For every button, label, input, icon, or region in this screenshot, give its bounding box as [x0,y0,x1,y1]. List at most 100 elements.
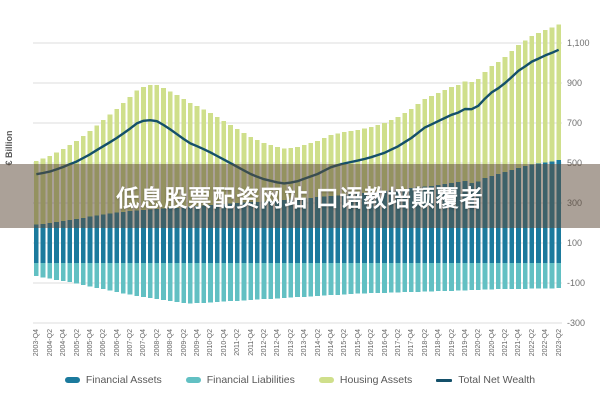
legend-item-housing-assets: Housing Assets [318,374,412,386]
housing-assets-swatch-icon [318,377,334,383]
bar-financial-assets [254,201,260,263]
y-axis-tick-label: 500 [567,158,583,168]
bar-housing-assets [509,51,515,170]
financial-assets-swatch-icon [64,377,80,383]
x-axis-tick-label: 2021-Q4 [515,329,523,357]
legend-item-financial-assets: Financial Assets [64,374,162,386]
bar-financial-liabilities [268,263,274,299]
overlay-banner: 低息股票配资网站 口语教培颠覆者 [0,164,600,228]
overlay-banner-text: 低息股票配资网站 口语教培颠覆者 [116,185,484,211]
y-axis-tick-label: 700 [567,118,583,128]
bar-housing-assets [408,109,414,189]
bar-financial-assets [295,199,300,263]
bar-housing-assets [161,87,166,209]
bar-financial-assets [60,221,66,263]
bar-housing-assets [542,30,548,163]
bar-financial-assets [261,201,267,263]
x-axis-tick-label: 2011-Q2 [234,329,242,356]
x-axis-tick-label: 2004-Q4 [60,329,68,357]
bar-financial-assets [127,211,133,263]
x-axis-tick-label: 2022-Q2 [528,329,536,357]
bar-financial-liabilities [435,263,441,292]
bar-housing-assets [147,85,153,210]
bar-financial-assets [141,209,146,263]
bar-financial-assets [40,223,46,263]
bar-housing-assets [556,24,562,161]
bar-financial-assets [47,223,53,263]
legend-label: Financial Liabilities [206,374,295,386]
x-axis-tick-label: 2013-Q4 [301,329,309,357]
bar-financial-liabilities [181,263,187,303]
bar-financial-liabilities [54,263,59,280]
bar-housing-assets [455,85,461,183]
bar-financial-assets [328,196,334,263]
bar-housing-assets [536,33,541,164]
bar-financial-assets [201,205,207,263]
bar-financial-liabilities [362,263,367,294]
bar-financial-liabilities [208,263,213,303]
x-axis-tick-label: 2012-Q4 [274,329,282,357]
bar-housing-assets [422,99,428,187]
legend-item-total-net-wealth: Total Net Wealth [436,374,535,386]
bar-financial-liabilities [301,263,307,297]
chart-legend: Financial Assets Financial Liabilities H… [0,374,600,386]
x-axis-tick-label: 2018-Q4 [435,329,443,357]
bar-housing-assets [435,93,441,185]
x-axis-tick-label: 2006-Q4 [113,329,121,357]
bar-housing-assets [194,106,200,206]
bar-financial-liabilities [147,263,153,299]
bar-financial-liabilities [60,263,66,281]
bar-housing-assets [188,103,193,207]
bar-financial-assets [228,203,233,263]
bar-financial-liabilities [254,263,260,300]
bar-financial-liabilities [415,263,421,292]
x-axis-tick-label: 2012-Q2 [261,329,269,357]
bar-financial-assets [87,216,93,263]
bar-financial-liabilities [442,263,448,291]
bar-financial-assets [100,214,106,263]
bar-financial-assets [308,197,314,263]
bar-financial-liabilities [127,263,133,295]
bar-financial-liabilities [315,263,320,296]
bar-financial-liabilities [114,263,120,292]
bar-housing-assets [462,81,468,182]
bar-financial-liabilities [549,263,555,289]
bar-financial-liabilities [388,263,394,293]
bar-financial-liabilities [194,263,200,304]
bar-financial-liabilities [281,263,287,298]
x-axis-tick-label: 2005-Q4 [86,329,94,357]
x-axis-tick-label: 2008-Q2 [153,329,161,357]
bar-financial-liabilities [395,263,401,293]
bar-financial-liabilities [489,263,495,290]
bar-financial-assets [234,203,240,263]
y-axis-tick-label: -300 [567,318,586,328]
bar-financial-assets [208,204,213,263]
bar-financial-liabilities [542,263,548,289]
bar-housing-assets [127,97,133,211]
bar-financial-assets [355,193,361,263]
bar-housing-assets [375,125,381,192]
x-axis-tick-label: 2008-Q4 [167,329,175,357]
x-axis-tick-label: 2006-Q2 [100,329,108,357]
bar-financial-liabilities [516,263,521,289]
bar-financial-liabilities [275,263,280,299]
x-axis-tick-label: 2013-Q2 [287,329,295,357]
y-axis-tick-label: 900 [567,78,583,88]
y-axis-tick-label: -100 [567,278,586,288]
bar-financial-assets [174,207,180,263]
x-axis-tick-label: 2009-Q2 [180,329,188,357]
y-axis-tick-label: 1,100 [567,38,590,48]
bar-financial-assets [74,219,79,263]
financial-liabilities-swatch-icon [185,377,201,383]
bar-financial-assets [248,202,253,263]
x-axis-tick-label: 2004-Q2 [46,329,54,357]
bar-financial-liabilities [496,263,501,290]
bar-financial-assets [348,194,354,263]
x-axis-tick-label: 2014-Q2 [314,329,322,357]
legend-item-financial-liabilities: Financial Liabilities [185,374,295,386]
bar-financial-liabilities [188,263,193,304]
bar-financial-liabilities [241,263,247,301]
x-axis-tick-label: 2003-Q4 [33,329,41,357]
bar-financial-assets [315,197,320,263]
